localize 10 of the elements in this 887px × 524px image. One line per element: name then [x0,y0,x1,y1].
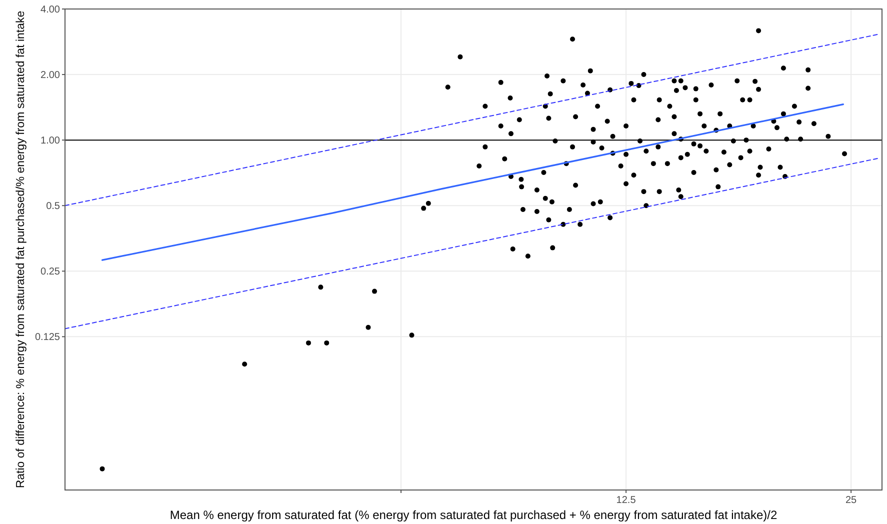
y-tick-label: 2.00 [40,70,60,82]
y-tick-label: 4.00 [40,4,60,16]
x-axis-title: Mean % energy from saturated fat (% energy from saturated fat purchased + % energy from saturated fat intake)/2 [170,508,778,522]
y-tick-label: 1.00 [40,136,60,147]
x-tick-label: 25 [845,495,858,506]
y-tick-label: 0.25 [40,266,60,278]
y-axis-title: Ratio of difference: % energy from saturated fat purchased/% energy from saturated fat intake [15,10,27,488]
x-tick-label: 12.5 [616,495,636,506]
y-tick-label: 0.125 [34,332,60,344]
y-tick-label: 0.5 [46,201,60,212]
